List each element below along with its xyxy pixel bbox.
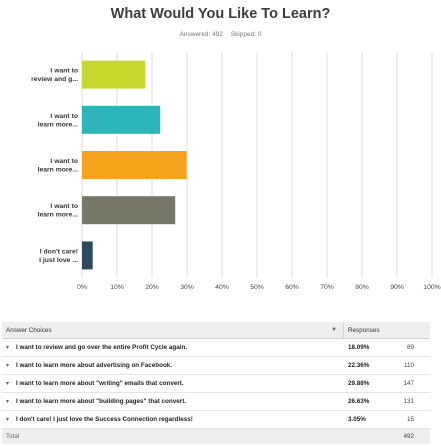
chevron-down-icon[interactable]: ▾ [6, 399, 10, 405]
response-count: 15 [406, 416, 414, 423]
response-count: 110 [403, 362, 414, 369]
x-tick-label: 80% [355, 284, 369, 291]
x-tick-label: 10% [110, 284, 124, 291]
chevron-down-icon[interactable]: ▾ [6, 417, 10, 423]
bar [82, 105, 161, 134]
bar [82, 60, 146, 89]
response-percent: 3.05% [348, 416, 366, 423]
x-tick-label: 70% [320, 284, 334, 291]
response-percent: 29.88% [348, 380, 370, 387]
answer-choice: ▾ I want to review and go over the entire… [2, 344, 344, 351]
responses-table: Answer Choices ▼ Responses ▾ I want to re… [2, 322, 430, 444]
answered-count: Answered: 492 [179, 31, 223, 38]
response-count: 147 [403, 380, 414, 387]
category-label: I want to [50, 203, 78, 210]
category-label: learn more... [38, 212, 79, 219]
response-count: 131 [403, 398, 414, 405]
answer-choice-text: I want to learn more about advertising o… [16, 362, 173, 369]
category-label: I want to [50, 158, 78, 165]
x-tick-label: 0% [77, 284, 87, 291]
question-title: What Would You Like To Learn? [110, 6, 331, 22]
category-label: learn more... [38, 167, 79, 174]
bar [82, 241, 93, 270]
answer-choice-text: I want to learn more about "building pag… [16, 398, 187, 405]
total-label: Total [6, 433, 20, 440]
response-percent: 22.36% [348, 362, 370, 369]
responses-header[interactable]: Responses [348, 326, 380, 334]
table-row[interactable]: ▾ I want to learn more about "building pa… [2, 393, 430, 411]
answer-choice-text: I want to learn more about "writing" ema… [16, 380, 184, 387]
response-percent: 26.63% [348, 398, 370, 405]
answer-choice-text: I want to review and go over the entire … [16, 344, 188, 351]
table-body: ▾ I want to review and go over the entire… [2, 339, 430, 429]
x-tick-label: 30% [180, 284, 194, 291]
answer-choices-header[interactable]: Answer Choices ▼ [2, 322, 344, 338]
category-label: I want to [50, 113, 78, 120]
answer-choice: ▾ I want to learn more about advertising … [2, 362, 344, 369]
bar [82, 196, 176, 225]
table-row[interactable]: ▾ I want to review and go over the entire… [2, 339, 430, 357]
x-tick-label: 100% [423, 284, 440, 291]
response-count: 89 [406, 344, 414, 351]
chevron-down-icon[interactable]: ▾ [6, 381, 10, 387]
answer-choice: ▾ I want to learn more about "building pa… [2, 398, 344, 405]
total-row: Total 492 [2, 429, 430, 444]
x-tick-label: 20% [145, 284, 159, 291]
bar [82, 151, 187, 179]
x-tick-label: 60% [285, 284, 299, 291]
category-label: review and g... [31, 76, 78, 83]
answer-choice: ▾ I don't care! I just love the Success C… [2, 416, 344, 423]
table-row[interactable]: ▾ I want to learn more about advertising … [2, 357, 430, 375]
category-label: I want to [50, 68, 78, 75]
chevron-down-icon[interactable]: ▾ [6, 363, 10, 369]
category-label: I just love ... [39, 257, 78, 264]
table-row[interactable]: ▾ I don't care! I just love the Success C… [2, 411, 430, 429]
sort-icon[interactable]: ▼ [331, 327, 337, 333]
x-tick-label: 50% [250, 284, 264, 291]
answer-choice-text: I don't care! I just love the Success Co… [16, 416, 193, 423]
category-label: learn more... [38, 121, 79, 128]
answer-choice: ▾ I want to learn more about "writing" em… [2, 380, 344, 387]
skipped-count: Skipped: 0 [230, 31, 262, 38]
category-label: I don't care! [40, 248, 78, 255]
response-summary: Answered: 492 Skipped: 0 [0, 31, 441, 38]
x-tick-label: 90% [390, 284, 404, 291]
chevron-down-icon[interactable]: ▾ [6, 345, 10, 351]
total-count: 492 [403, 433, 414, 440]
table-row[interactable]: ▾ I want to learn more about "writing" em… [2, 375, 430, 393]
bar-chart: 0% 10% 20% 30% 40% 50% 60% 70% 80% 90% 100% I want … [31, 52, 441, 291]
table-header: Answer Choices ▼ Responses [2, 322, 430, 339]
response-percent: 18.09% [348, 344, 370, 351]
x-tick-label: 40% [215, 284, 229, 291]
